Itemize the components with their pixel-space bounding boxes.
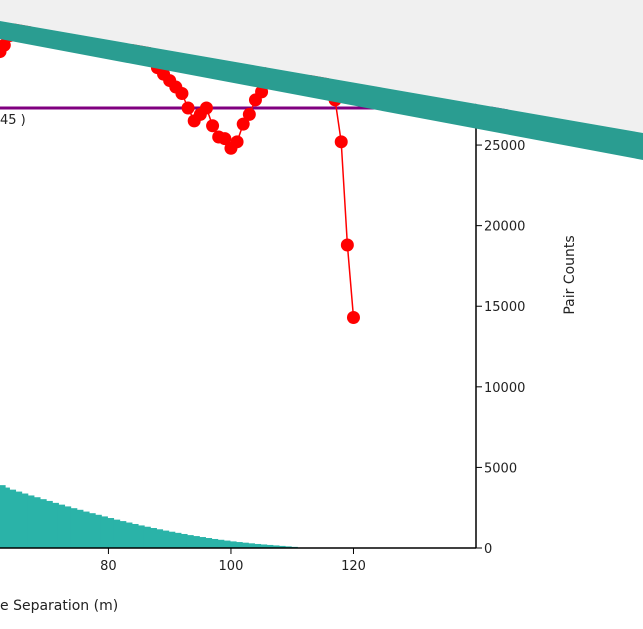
histogram-bar (2, 487, 10, 548)
pair-count-histogram (0, 485, 298, 548)
overlay-panel-fill (0, 0, 643, 133)
histogram-bar (8, 489, 17, 548)
right-y-axis: 0 5000 10000 15000 20000 25000 (475, 0, 525, 557)
x-axis-title: e Separation (m) (0, 598, 118, 614)
histogram-bar (180, 533, 188, 548)
histogram-bar (100, 516, 108, 548)
histogram-bar (64, 506, 72, 548)
histogram-bar (235, 542, 243, 548)
data-point (346, 311, 360, 325)
x-tick-label: 80 (100, 559, 117, 574)
histogram-bar (192, 536, 200, 548)
histogram-bar (119, 521, 127, 548)
data-point (199, 101, 213, 115)
histogram-bar (33, 497, 41, 548)
reference-line-label: 45 ) (0, 113, 26, 128)
histogram-bar (106, 518, 115, 548)
histogram-bar (131, 523, 139, 548)
histogram-bar (211, 538, 219, 548)
histogram-bar (125, 522, 133, 548)
x-tick-label: 120 (341, 559, 366, 574)
histogram-bar (39, 499, 47, 548)
histogram-bar (70, 508, 78, 548)
data-point (218, 132, 232, 146)
histogram-bar (51, 502, 59, 548)
data-point (230, 135, 244, 149)
data-point (242, 107, 256, 121)
y2-tick-label: 15000 (484, 300, 525, 315)
histogram-bar (27, 495, 35, 548)
histogram-bar (174, 532, 182, 548)
data-point (206, 119, 220, 133)
y2-tick-label: 25000 (484, 139, 525, 154)
y2-tick-label: 5000 (484, 461, 517, 476)
histogram-bar (204, 538, 213, 548)
histogram-bar (137, 525, 145, 548)
histogram-bar (45, 500, 53, 548)
histogram-bar (241, 542, 249, 548)
histogram-bar (15, 491, 23, 548)
histogram-bar (247, 543, 255, 548)
data-point (181, 101, 195, 115)
data-point (0, 38, 11, 52)
y2-tick-label: 0 (484, 542, 492, 557)
histogram-bar (94, 514, 102, 548)
histogram-bar (198, 537, 206, 548)
histogram-bar (88, 513, 96, 548)
histogram-bar (21, 493, 29, 548)
histogram-bar (266, 544, 274, 548)
data-point (334, 135, 348, 149)
x-axis: 80 100 120 (0, 547, 476, 574)
histogram-bar (284, 546, 292, 548)
histogram-bar (260, 544, 268, 548)
histogram-bar (57, 504, 66, 548)
y2-tick-label: 20000 (484, 220, 525, 235)
data-point (175, 86, 189, 100)
histogram-bar (253, 543, 262, 548)
histogram-bar (113, 519, 121, 548)
histogram-bar (162, 530, 170, 548)
data-point (340, 238, 354, 252)
histogram-bar (229, 541, 237, 548)
histogram-bar (143, 526, 151, 548)
x-tick-label: 100 (219, 559, 244, 574)
y2-tick-label: 10000 (484, 381, 525, 396)
histogram-bar (168, 531, 176, 548)
histogram-bar (76, 509, 84, 548)
data-point (236, 117, 250, 131)
histogram-bar (186, 535, 194, 548)
histogram-bar (272, 545, 280, 548)
overlay-panel (0, 0, 643, 160)
right-y-axis-title: Pair Counts (562, 235, 578, 314)
overlay-band (0, 21, 643, 160)
histogram-bar (217, 539, 225, 548)
histogram-bar (155, 529, 164, 548)
histogram-bar (223, 540, 231, 548)
histogram-bar (278, 545, 286, 548)
histogram-bar (82, 511, 90, 548)
histogram-bar (149, 528, 157, 548)
